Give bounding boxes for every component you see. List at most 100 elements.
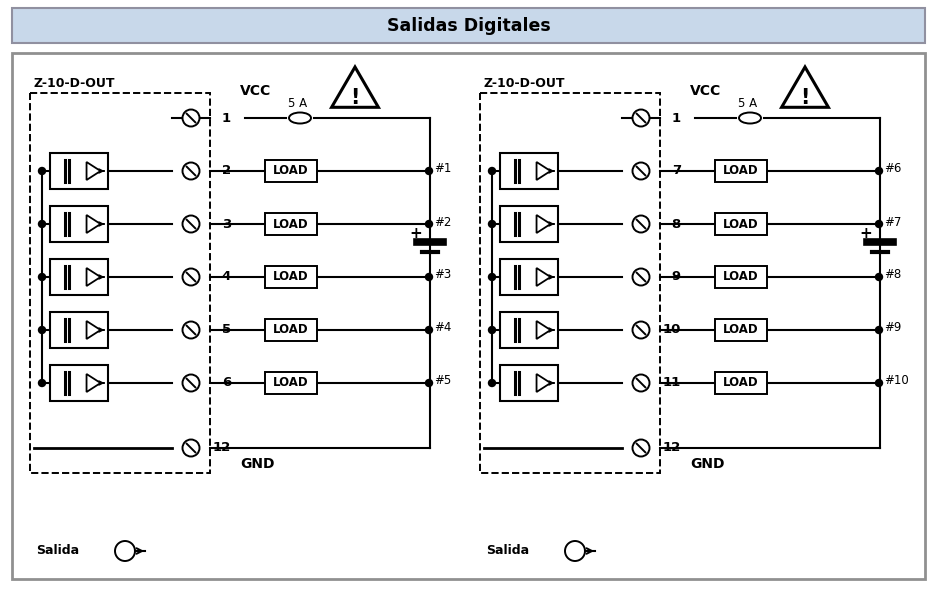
Text: 9: 9 [671,270,680,283]
Ellipse shape [288,112,311,124]
Text: +: + [409,227,422,241]
Bar [265,266,316,288]
Circle shape [183,322,199,339]
Circle shape [38,379,46,386]
Circle shape [38,167,46,174]
Text: #9: #9 [883,322,900,335]
Bar [500,365,558,401]
Circle shape [564,541,584,561]
Bar [12,53,924,579]
Text: LOAD: LOAD [273,323,309,336]
Circle shape [183,375,199,392]
Circle shape [38,273,46,280]
Text: #2: #2 [433,216,451,229]
Text: #10: #10 [883,375,908,388]
Bar [500,259,558,295]
Text: LOAD: LOAD [273,270,309,283]
Circle shape [115,541,135,561]
Text: 5: 5 [222,323,231,336]
Circle shape [183,110,199,127]
Text: #1: #1 [433,163,451,176]
Text: 3: 3 [222,217,231,230]
Circle shape [632,439,649,456]
Circle shape [632,216,649,233]
Bar [50,312,108,348]
Text: 12: 12 [662,442,680,455]
Bar [714,319,767,341]
Circle shape [425,326,432,333]
Circle shape [874,273,882,280]
Text: 1: 1 [671,111,680,124]
Text: #6: #6 [883,163,900,176]
Circle shape [874,379,882,386]
Polygon shape [331,67,378,107]
Bar [500,206,558,242]
Bar [50,365,108,401]
Bar [500,153,558,189]
Ellipse shape [739,112,760,124]
Circle shape [183,216,199,233]
Polygon shape [781,67,827,107]
Text: VCC: VCC [689,84,721,98]
Circle shape [488,326,495,333]
Circle shape [488,379,495,386]
Text: #7: #7 [883,216,900,229]
Bar [30,93,210,473]
Bar [714,372,767,394]
Text: #5: #5 [433,375,451,388]
Text: Salida: Salida [36,544,79,558]
Text: VCC: VCC [240,84,271,98]
Text: 7: 7 [671,164,680,177]
Circle shape [38,326,46,333]
Bar [479,93,659,473]
Text: LOAD: LOAD [723,217,758,230]
Text: 8: 8 [671,217,680,230]
Bar [12,8,924,43]
Text: !: ! [350,88,359,108]
Text: Salidas Digitales: Salidas Digitales [387,16,549,35]
Bar [265,213,316,235]
Text: LOAD: LOAD [273,217,309,230]
Bar [714,266,767,288]
Text: 2: 2 [222,164,231,177]
Bar [50,153,108,189]
Text: 6: 6 [222,376,231,389]
Circle shape [488,273,495,280]
Bar [714,160,767,182]
Circle shape [425,220,432,227]
Circle shape [632,375,649,392]
Circle shape [38,220,46,227]
Circle shape [425,379,432,386]
Bar [500,312,558,348]
Text: LOAD: LOAD [723,376,758,389]
Circle shape [632,269,649,286]
Text: !: ! [799,88,809,108]
Bar [622,93,659,473]
Circle shape [425,273,432,280]
Circle shape [488,167,495,174]
Circle shape [874,167,882,174]
Text: #8: #8 [883,269,900,282]
Circle shape [183,269,199,286]
Circle shape [632,110,649,127]
Bar [50,259,108,295]
Circle shape [632,322,649,339]
Circle shape [183,163,199,180]
Bar [265,319,316,341]
Text: 10: 10 [662,323,680,336]
Bar [265,372,316,394]
Text: 12: 12 [212,442,231,455]
Text: 11: 11 [662,376,680,389]
Circle shape [874,220,882,227]
Bar [714,213,767,235]
Text: GND: GND [240,457,274,471]
Text: 1: 1 [222,111,231,124]
Text: +: + [858,227,871,241]
Text: Z-10-D-OUT: Z-10-D-OUT [484,77,565,90]
Circle shape [632,163,649,180]
Bar [50,206,108,242]
Circle shape [874,326,882,333]
Text: LOAD: LOAD [723,323,758,336]
Text: 5 A: 5 A [288,97,307,110]
Text: GND: GND [689,457,724,471]
